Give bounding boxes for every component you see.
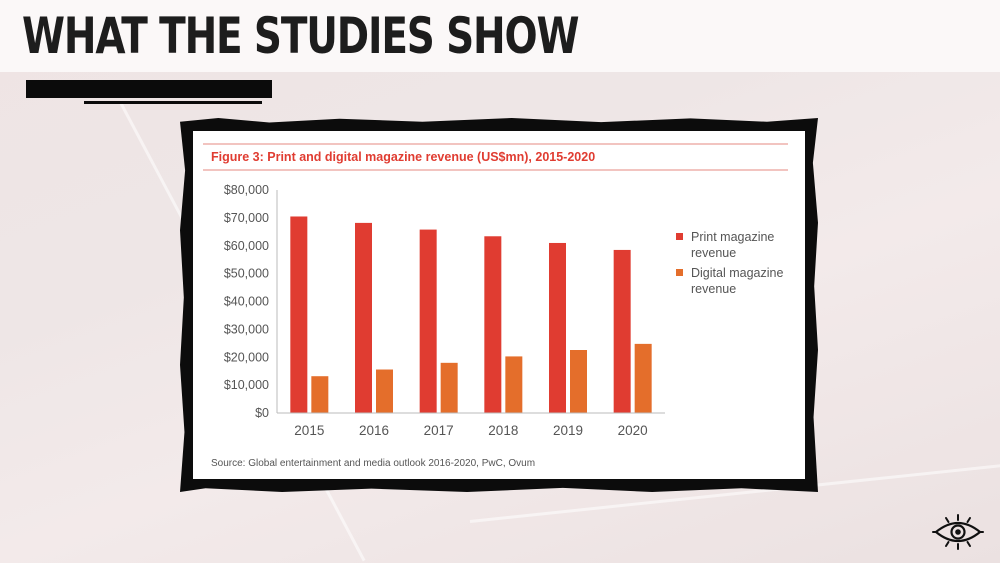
y-tick-label: $10,000	[224, 378, 269, 392]
chart-source: Source: Global entertainment and media o…	[211, 458, 535, 469]
redaction-underline	[84, 101, 262, 104]
bars-group	[290, 216, 652, 413]
y-tick-label: $0	[255, 406, 269, 420]
y-tick-label: $30,000	[224, 322, 269, 336]
bar-digital-2017	[440, 362, 458, 413]
legend-label-print: revenue	[691, 246, 736, 260]
x-tick-label: 2018	[488, 423, 518, 438]
x-axis: 2015 2016 2017 2018 2019 2020	[277, 412, 665, 438]
legend-label-digital: Digital magazine	[691, 266, 783, 280]
bar-print-2020	[613, 249, 631, 413]
legend-label-print: Print magazine	[691, 230, 774, 244]
eye-icon	[932, 514, 984, 550]
bar-digital-2020	[634, 343, 652, 413]
x-tick-label: 2020	[618, 423, 648, 438]
y-tick-label: $70,000	[224, 211, 269, 225]
y-tick-label: $60,000	[224, 239, 269, 253]
bar-print-2019	[549, 242, 566, 413]
x-tick-label: 2016	[359, 423, 389, 438]
legend: Print magazine revenue Digital magazine rev…	[676, 230, 783, 296]
y-tick-label: $20,000	[224, 350, 269, 364]
bar-digital-2015	[311, 376, 329, 413]
bar-print-2015	[290, 216, 308, 413]
bar-digital-2018	[505, 356, 523, 413]
legend-swatch-digital	[676, 269, 683, 276]
header-band	[0, 0, 1000, 72]
x-tick-label: 2019	[553, 423, 583, 438]
legend-swatch-print	[676, 233, 683, 240]
y-tick-label: $50,000	[224, 267, 269, 281]
x-tick-label: 2017	[424, 423, 454, 438]
chart-title: Figure 3: Print and digital magazine rev…	[211, 150, 595, 164]
y-axis: $0 $10,000 $20,000 $30,000 $40,000 $50,000 $60…	[224, 183, 278, 420]
x-tick-label: 2015	[294, 423, 324, 438]
redaction-bar	[26, 80, 272, 98]
page-title: WHAT THE STUDIES SHOW	[22, 7, 580, 65]
legend-label-digital: revenue	[691, 282, 736, 296]
bar-print-2016	[355, 222, 372, 413]
bar-chart: Figure 3: Print and digital magazine rev…	[203, 143, 788, 469]
chart-panel: Figure 3: Print and digital magazine rev…	[193, 131, 805, 479]
bar-digital-2016	[376, 369, 393, 413]
y-tick-label: $80,000	[224, 183, 269, 197]
bar-digital-2019	[570, 350, 587, 413]
bar-print-2018	[484, 236, 502, 413]
y-tick-label: $40,000	[224, 295, 269, 309]
bar-print-2017	[419, 229, 437, 413]
